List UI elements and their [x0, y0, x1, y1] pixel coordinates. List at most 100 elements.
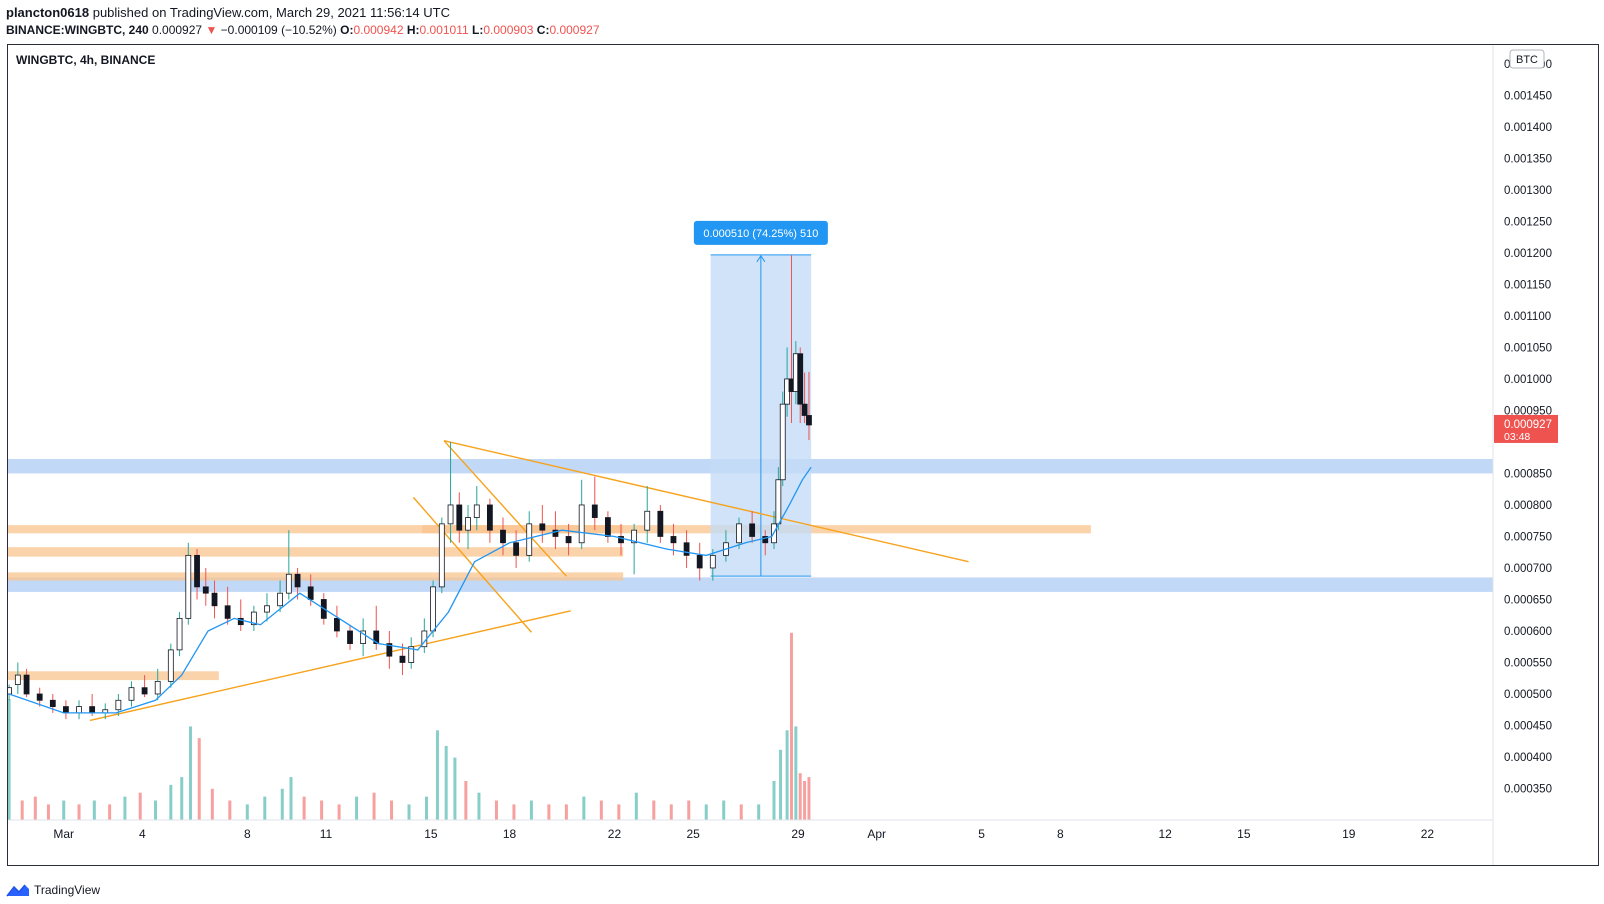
volume-bar-13 [188, 726, 192, 820]
trendline-0[interactable] [89, 610, 571, 722]
volume-bar-50 [772, 781, 776, 820]
footer: TradingView [6, 880, 100, 900]
currency-badge[interactable]: BTC [1509, 49, 1545, 69]
measure-arrow-up-icon [756, 254, 766, 263]
chart-frame[interactable]: 0.000510 (74.25%) 510 0.0015000.0014500.… [7, 44, 1599, 866]
price-tick-2: 0.001400 [1504, 122, 1552, 134]
candle-body-36 [430, 586, 436, 632]
candle-body-28 [334, 617, 340, 632]
volume-bar-29 [435, 730, 439, 820]
volume-bar-12 [180, 777, 184, 820]
blue-zone-1[interactable] [8, 577, 1493, 592]
candle-body-21 [250, 611, 257, 626]
candle-body-14 [176, 617, 183, 651]
price-tick-16: 0.000650 [1504, 594, 1552, 606]
candle-body-29 [347, 630, 353, 644]
price-tick-14: 0.000750 [1504, 531, 1552, 543]
candle-body-57 [683, 542, 690, 556]
candle-body-65 [775, 479, 782, 525]
price-tick-21: 0.000400 [1504, 752, 1552, 764]
published-text: published on TradingView.com, March 29, … [92, 5, 450, 20]
orange-zone-5[interactable] [8, 572, 624, 581]
volume-bar-45 [687, 800, 691, 820]
volume-bar-37 [547, 804, 551, 820]
price-change: −0.000109 (−10.52%) [220, 23, 337, 37]
candle-body-5 [63, 706, 69, 714]
candle-body-15 [185, 554, 192, 619]
publisher-name[interactable]: plancton0618 [6, 5, 90, 20]
candle-body-72 [806, 415, 812, 426]
candle-body-33 [399, 655, 406, 663]
time-tick-15: 22 [1421, 827, 1435, 841]
volume-bar-52 [785, 730, 789, 820]
candle-body-4 [49, 699, 56, 707]
candle-body-53 [631, 529, 638, 544]
volume-bar-24 [355, 796, 359, 820]
volume-bar-21 [302, 796, 306, 820]
candle-body-58 [696, 554, 703, 569]
volume-bar-36 [529, 800, 533, 820]
candle-body-9 [115, 699, 122, 711]
last-price: 0.000927 [152, 23, 203, 37]
measure-label-box[interactable] [693, 220, 828, 245]
candle-body-34 [408, 646, 415, 663]
candle-body-70 [797, 353, 804, 405]
volume-bar-5 [77, 804, 81, 820]
volume-bar-1 [20, 800, 24, 820]
low-value: 0.000903 [483, 23, 534, 37]
moving-average-line [8, 466, 812, 714]
volume-bar-18 [263, 796, 267, 820]
price-chart[interactable]: 0.000510 (74.25%) 510 0.0015000.0014500.… [8, 45, 1598, 865]
volume-bar-3 [46, 804, 50, 820]
time-tick-10: 5 [978, 827, 985, 841]
price-tick-9: 0.001050 [1504, 342, 1552, 354]
candle-body-39 [456, 504, 463, 531]
tradingview-logo-icon[interactable] [6, 882, 30, 898]
volume-bar-2 [33, 796, 37, 820]
candle-body-50 [591, 504, 598, 518]
price-tick-8: 0.001100 [1504, 311, 1551, 323]
volume-bar-47 [722, 800, 726, 820]
measure-layer[interactable]: 0.000510 (74.25%) 510 [693, 220, 828, 577]
orange-zone-4[interactable] [8, 547, 624, 557]
candle-body-12 [154, 680, 161, 695]
orange-zone-2[interactable] [8, 525, 624, 534]
volume-bar-48 [739, 804, 743, 820]
price-tick-7: 0.001150 [1504, 279, 1551, 291]
candle-body-61 [736, 523, 742, 544]
volume-bar-30 [444, 745, 448, 820]
candle-body-22 [264, 605, 270, 613]
orange-zone-6[interactable] [8, 671, 219, 681]
volume-bar-8 [123, 796, 127, 820]
volume-bar-56 [803, 781, 807, 820]
price-axis[interactable]: 0.0015000.0014500.0014000.0013500.001300… [1492, 45, 1552, 865]
candle-body-55 [657, 510, 664, 537]
symbol-line: BINANCE:WINGBTC, 240 0.000927 ▼ −0.00010… [6, 22, 1566, 39]
price-tick-10: 0.001000 [1504, 374, 1552, 386]
publish-line: plancton0618 published on TradingView.co… [6, 4, 1566, 22]
trendline-2[interactable] [443, 440, 567, 577]
chart-header: plancton0618 published on TradingView.co… [6, 4, 1566, 39]
candle-body-13 [167, 649, 174, 682]
low-label: L: [472, 23, 484, 37]
candle-body-24 [285, 573, 292, 594]
volume-bar-14 [197, 738, 201, 820]
candle-body-17 [202, 586, 209, 594]
candle-body-25 [294, 573, 301, 588]
time-axis[interactable]: Mar 4 8 11 15 18 22 25 29 Apr 5 8 12 15 19 22 [8, 819, 1493, 841]
trendline-1[interactable] [443, 440, 969, 563]
candle-body-71 [801, 403, 808, 416]
footer-brand[interactable]: TradingView [34, 883, 101, 897]
time-tick-8: 29 [791, 827, 805, 841]
price-tick-17: 0.000600 [1504, 626, 1552, 638]
candle-body-59 [709, 554, 716, 569]
volume-bar-26 [390, 800, 394, 820]
time-tick-1: 4 [139, 827, 146, 841]
price-tick-15: 0.000700 [1504, 563, 1552, 575]
candle-body-63 [762, 536, 769, 544]
price-tick-13: 0.000800 [1504, 500, 1552, 512]
candle-body-0 [8, 687, 12, 695]
candle-body-37 [438, 523, 445, 588]
candles-layer [8, 254, 812, 720]
